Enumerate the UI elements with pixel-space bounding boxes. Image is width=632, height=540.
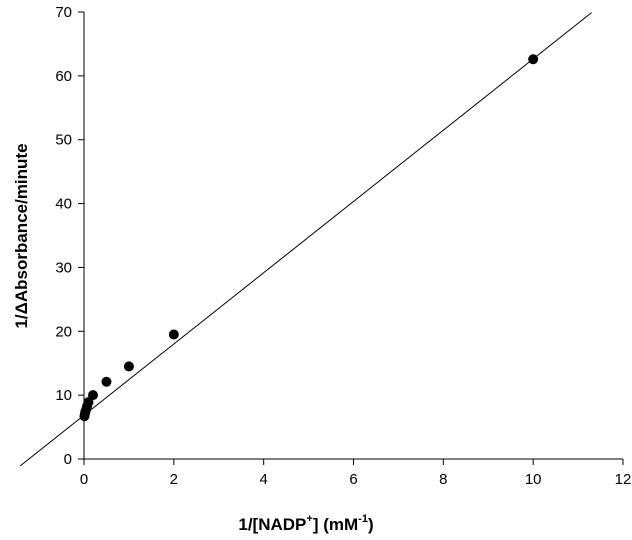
fit-line-layer xyxy=(19,12,592,467)
x-tick-label: 12 xyxy=(615,471,632,488)
y-tick-label: 10 xyxy=(55,387,72,404)
x-axis-title-sup2: -1 xyxy=(358,513,368,525)
data-point xyxy=(528,54,539,65)
x-tick-label: 8 xyxy=(439,471,447,488)
y-tick-label: 30 xyxy=(55,259,72,276)
data-points-layer xyxy=(79,54,539,422)
x-tick-label: 4 xyxy=(259,471,267,488)
y-tick-label: 40 xyxy=(55,196,72,213)
x-tick-label: 2 xyxy=(170,471,178,488)
tick-layer: 0 2 4 6 8 10 12 0 10 20 30 40 50 60 70 xyxy=(55,4,631,488)
x-axis-title-sup: + xyxy=(306,513,312,525)
x-axis-title-suffix: ) xyxy=(368,515,374,534)
x-tick-label: 10 xyxy=(525,471,542,488)
y-tick-label: 70 xyxy=(55,4,72,21)
x-tick-label: 6 xyxy=(349,471,357,488)
x-axis-title: 1/[NADP+] (mM-1) xyxy=(238,513,373,534)
x-axis-title-prefix: 1/[NADP xyxy=(238,515,306,534)
data-point xyxy=(123,361,134,372)
y-axis-title: 1/ΔAbsorbance/minute xyxy=(12,143,31,328)
data-point xyxy=(87,390,98,401)
x-tick-label: 0 xyxy=(80,471,88,488)
y-tick-label: 50 xyxy=(55,132,72,149)
data-point xyxy=(168,329,179,340)
y-tick-label: 60 xyxy=(55,68,72,85)
axes-layer xyxy=(83,12,623,460)
y-tick-label: 0 xyxy=(64,451,72,468)
fit-line xyxy=(19,12,592,467)
data-point xyxy=(101,376,112,387)
x-axis-title-middle: ] (mM xyxy=(313,515,358,534)
y-tick-label: 20 xyxy=(55,323,72,340)
